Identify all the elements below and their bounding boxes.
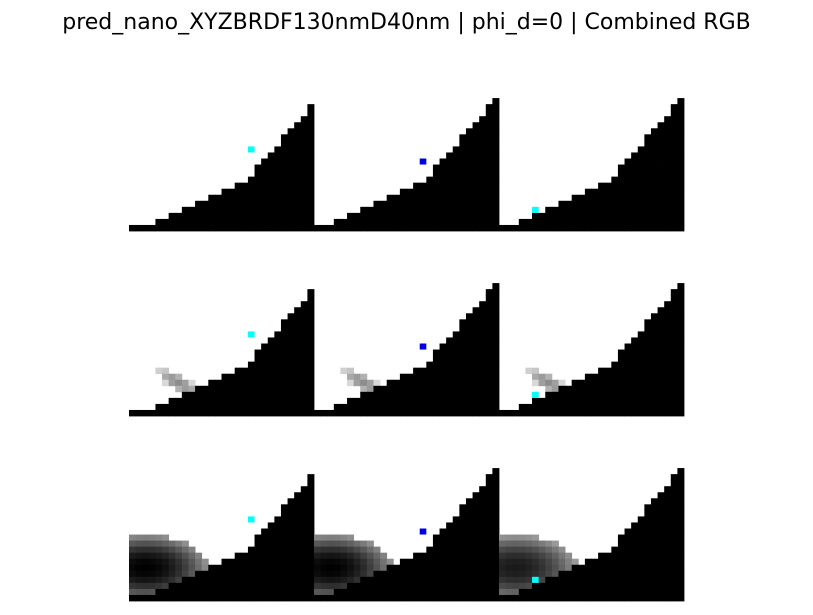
marker-pixel-cyan	[532, 206, 539, 213]
panel-r2-c2	[499, 468, 685, 602]
panel-r1-c1	[314, 283, 500, 417]
figure-title: pred_nano_XYZBRDF130nmD40nm | phi_d=0 | …	[62, 10, 751, 35]
panel-r0-c0	[129, 104, 315, 232]
panel-r1-c0	[129, 289, 315, 417]
marker-pixel-cyan	[247, 146, 255, 153]
marker-pixel-blue	[419, 528, 427, 535]
marker-pixel-blue	[419, 343, 427, 350]
panel-r1-c2	[499, 283, 685, 417]
panel-r2-c0	[129, 474, 315, 602]
marker-pixel-cyan	[532, 576, 539, 583]
marker-pixel-cyan	[247, 516, 255, 523]
marker-pixel-cyan	[247, 331, 255, 338]
marker-pixel-blue	[419, 158, 427, 165]
panel-r0-c1	[314, 98, 500, 232]
panel-r2-c1	[314, 468, 500, 602]
marker-pixel-cyan	[532, 391, 539, 398]
panel-r0-c2	[499, 98, 685, 232]
